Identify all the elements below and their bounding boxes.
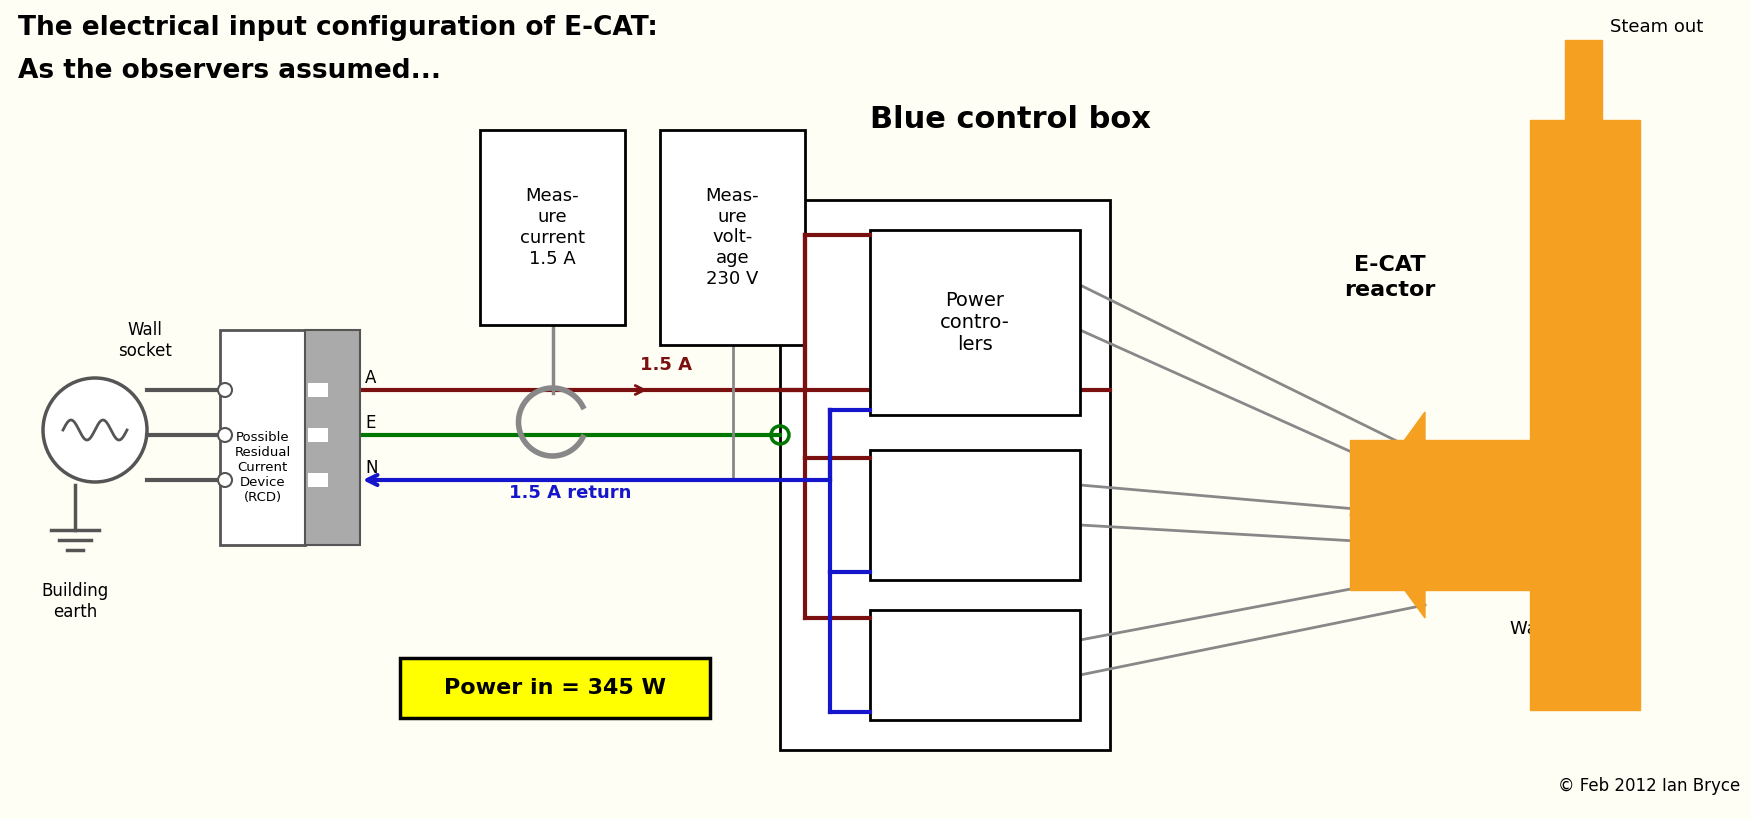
Text: Blue control box: Blue control box bbox=[870, 105, 1150, 134]
Text: E: E bbox=[364, 414, 375, 432]
Circle shape bbox=[44, 378, 147, 482]
Bar bbox=[870, 450, 1080, 580]
Text: 1.5 A return: 1.5 A return bbox=[510, 484, 630, 502]
Bar bbox=[480, 130, 625, 325]
Text: Water in: Water in bbox=[1509, 620, 1586, 638]
Text: Power in = 345 W: Power in = 345 W bbox=[445, 678, 665, 698]
Bar bbox=[399, 658, 709, 718]
Bar bbox=[305, 330, 361, 545]
Text: The electrical input configuration of E-CAT:: The electrical input configuration of E-… bbox=[18, 15, 658, 41]
Bar bbox=[221, 330, 305, 545]
Bar bbox=[660, 130, 805, 345]
Text: Wall
socket: Wall socket bbox=[117, 321, 172, 360]
Bar bbox=[870, 610, 1080, 720]
Text: Three
pin
plug: Three pin plug bbox=[245, 378, 292, 437]
Text: Meas-
ure
current
1.5 A: Meas- ure current 1.5 A bbox=[520, 188, 585, 268]
Bar bbox=[870, 230, 1080, 415]
Circle shape bbox=[219, 473, 231, 487]
Bar bbox=[308, 383, 327, 397]
Text: 1.5 A: 1.5 A bbox=[641, 356, 692, 374]
Text: Building
earth: Building earth bbox=[42, 582, 109, 621]
Text: Meas-
ure
volt-
age
230 V: Meas- ure volt- age 230 V bbox=[706, 187, 760, 288]
Text: Possible
Residual
Current
Device
(RCD): Possible Residual Current Device (RCD) bbox=[235, 431, 291, 504]
Text: As the observers assumed...: As the observers assumed... bbox=[18, 58, 441, 84]
Bar bbox=[308, 473, 327, 487]
Text: E-CAT
reactor: E-CAT reactor bbox=[1345, 255, 1436, 300]
Circle shape bbox=[219, 428, 231, 442]
Bar bbox=[1565, 40, 1602, 120]
Polygon shape bbox=[1350, 412, 1425, 618]
Text: Power
contro-
lers: Power contro- lers bbox=[940, 291, 1010, 354]
Circle shape bbox=[219, 383, 231, 397]
Bar bbox=[779, 200, 1110, 750]
Bar bbox=[1530, 120, 1641, 710]
Text: Steam out: Steam out bbox=[1609, 18, 1704, 36]
Bar bbox=[308, 428, 327, 442]
Text: A: A bbox=[364, 369, 376, 387]
Bar bbox=[1350, 440, 1530, 590]
Bar bbox=[1567, 590, 1602, 665]
Text: N: N bbox=[364, 459, 378, 477]
Text: © Feb 2012 Ian Bryce: © Feb 2012 Ian Bryce bbox=[1558, 777, 1740, 795]
